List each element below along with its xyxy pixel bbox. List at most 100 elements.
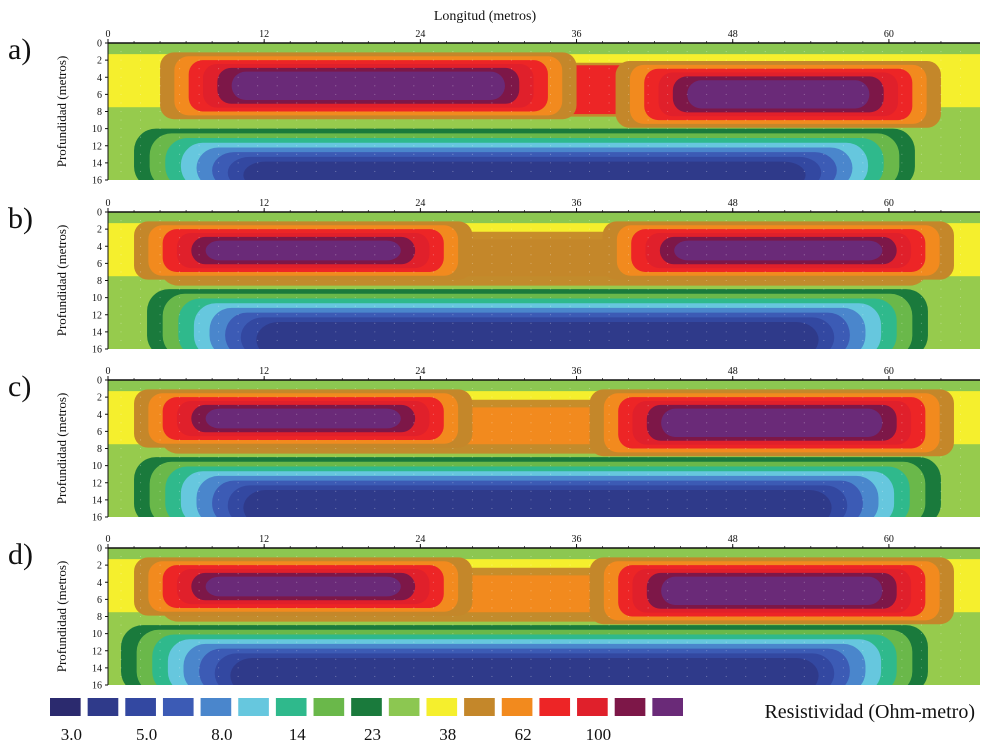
- y-tick-label: 10: [92, 461, 102, 472]
- y-tick-label: 10: [92, 629, 102, 640]
- x-tick-label: 48: [728, 198, 738, 209]
- y-tick-label: 6: [97, 259, 102, 270]
- x-tick-label: 48: [728, 534, 738, 545]
- y-tick-label: 4: [97, 578, 102, 589]
- colorbar-swatch: [125, 698, 156, 716]
- y-tick-label: 12: [92, 310, 102, 321]
- colorbar-swatch: [539, 698, 571, 716]
- x-tick-label: 36: [572, 534, 582, 545]
- x-tick-label: 60: [884, 29, 894, 40]
- colorbar-swatch: [275, 698, 307, 716]
- y-tick-label: 12: [92, 141, 102, 152]
- colorbar-swatch: [652, 698, 683, 716]
- x-tick-label: 24: [415, 198, 425, 209]
- x-tick-label: 48: [728, 29, 738, 40]
- colorbar-label: 100: [586, 725, 612, 744]
- x-tick-label: 48: [728, 366, 738, 377]
- y-tick-label: 0: [97, 376, 102, 387]
- colorbar-swatch: [614, 698, 646, 716]
- section-image: [108, 548, 980, 685]
- y-tick-label: 4: [97, 410, 102, 421]
- y-tick-label: 8: [97, 444, 102, 455]
- x-tick-label: 36: [572, 366, 582, 377]
- y-tick-label: 12: [92, 478, 102, 489]
- y-tick-label: 0: [97, 39, 102, 50]
- x-tick-label: 36: [572, 29, 582, 40]
- x-tick-label: 60: [884, 198, 894, 209]
- y-tick-label: 10: [92, 293, 102, 304]
- y-tick-label: 6: [97, 427, 102, 438]
- x-tick-label: 12: [259, 366, 269, 377]
- x-tick-label: 24: [415, 366, 425, 377]
- y-tick-label: 16: [92, 681, 102, 692]
- x-tick-label: 12: [259, 534, 269, 545]
- colorbar-swatch: [162, 698, 194, 716]
- y-tick-label: 2: [97, 561, 102, 572]
- x-tick-label: 0: [106, 198, 111, 209]
- panel-letter: c): [8, 370, 31, 403]
- section-image: [108, 43, 980, 180]
- y-axis-title: Profundidad (metros): [54, 561, 69, 673]
- colorbar-label: 23: [364, 725, 381, 744]
- section-image: [108, 212, 980, 349]
- x-tick-label: 36: [572, 198, 582, 209]
- colorbar-label: 8.0: [211, 725, 232, 744]
- y-tick-label: 2: [97, 393, 102, 404]
- colorbar-swatch: [426, 698, 458, 716]
- y-tick-label: 6: [97, 90, 102, 101]
- y-tick-label: 14: [92, 495, 102, 506]
- y-axis-title: Profundidad (metros): [54, 56, 69, 168]
- x-axis-title: Longitud (metros): [434, 9, 537, 24]
- y-tick-label: 4: [97, 73, 102, 84]
- colorbar-swatch: [501, 698, 533, 716]
- y-tick-label: 0: [97, 208, 102, 219]
- colorbar-swatch: [464, 698, 495, 716]
- y-tick-label: 14: [92, 327, 102, 338]
- x-tick-label: 60: [884, 534, 894, 545]
- colorbar-label: 14: [289, 725, 307, 744]
- x-tick-label: 0: [106, 29, 111, 40]
- y-axis-title: Profundidad (metros): [54, 393, 69, 505]
- colorbar-label: 38: [439, 725, 456, 744]
- y-tick-label: 8: [97, 107, 102, 118]
- x-tick-label: 0: [106, 534, 111, 545]
- colorbar-title: Resistividad (Ohm-metro): [764, 701, 975, 723]
- colorbar-swatch: [238, 698, 269, 716]
- colorbar-swatch: [200, 698, 232, 716]
- colorbar-swatch: [351, 698, 382, 716]
- y-tick-label: 16: [92, 513, 102, 524]
- x-tick-label: 12: [259, 198, 269, 209]
- x-tick-label: 24: [415, 534, 425, 545]
- y-tick-label: 12: [92, 646, 102, 657]
- panel-letter: b): [8, 202, 33, 235]
- y-tick-label: 14: [92, 663, 102, 674]
- colorbar-swatch: [87, 698, 119, 716]
- y-tick-label: 16: [92, 345, 102, 356]
- y-tick-label: 2: [97, 56, 102, 67]
- x-tick-label: 0: [106, 366, 111, 377]
- x-tick-label: 60: [884, 366, 894, 377]
- panel-letter: d): [8, 538, 33, 571]
- y-tick-label: 10: [92, 124, 102, 135]
- colorbar: 3.0 5.0 8.0 14 23 38 62 100: [50, 698, 683, 744]
- colorbar-swatch: [50, 698, 81, 716]
- y-tick-label: 2: [97, 225, 102, 236]
- colorbar-swatch: [577, 698, 608, 716]
- section-image: [108, 380, 980, 517]
- y-tick-label: 8: [97, 276, 102, 287]
- y-tick-label: 4: [97, 242, 102, 253]
- y-tick-label: 16: [92, 176, 102, 187]
- y-tick-label: 14: [92, 158, 102, 169]
- y-tick-label: 8: [97, 612, 102, 623]
- colorbar-swatch: [313, 698, 345, 716]
- colorbar-label: 3.0: [61, 725, 82, 744]
- x-tick-label: 24: [415, 29, 425, 40]
- colorbar-swatch: [388, 698, 420, 716]
- y-axis-title: Profundidad (metros): [54, 225, 69, 337]
